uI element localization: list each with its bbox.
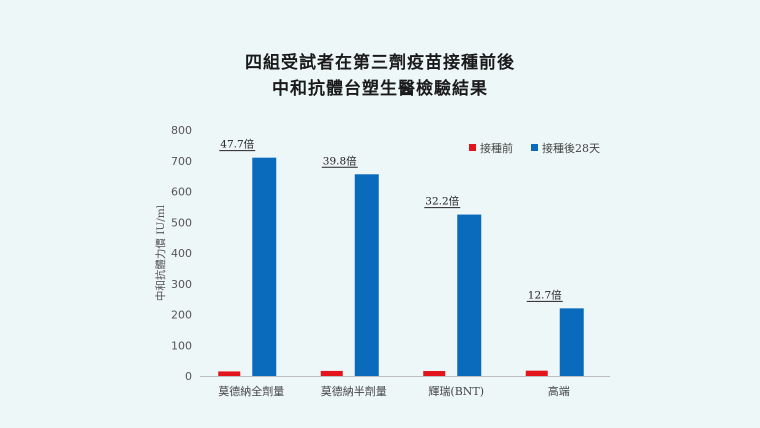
bar-after-0 bbox=[252, 157, 277, 376]
y-tick-label: 600 bbox=[171, 186, 192, 199]
x-tick-label: 輝瑞(BNT) bbox=[428, 384, 484, 398]
y-tick-label: 0 bbox=[185, 370, 192, 383]
y-tick-label: 500 bbox=[171, 216, 192, 229]
y-tick-label: 700 bbox=[171, 155, 192, 168]
y-tick-label: 200 bbox=[171, 309, 192, 322]
bar-after-2 bbox=[457, 214, 482, 376]
bar-after-3 bbox=[559, 308, 584, 376]
fold-annotation: 32.2倍 bbox=[425, 195, 459, 208]
y-tick-label: 800 bbox=[171, 124, 192, 137]
chart-title-line-1: 四組受試者在第三劑疫苗接種前後 bbox=[245, 53, 515, 73]
fold-annotation: 39.8倍 bbox=[323, 154, 357, 167]
bar-before-3 bbox=[525, 370, 548, 376]
x-tick-label: 莫德納全劑量 bbox=[218, 384, 284, 398]
bar-before-2 bbox=[423, 370, 446, 376]
x-tick-label: 莫德納半劑量 bbox=[321, 384, 387, 398]
legend-label-1: 接種後28天 bbox=[542, 141, 600, 155]
legend-swatch-1 bbox=[531, 144, 538, 151]
y-tick-label: 400 bbox=[171, 247, 192, 260]
fold-annotation: 12.7倍 bbox=[528, 288, 562, 301]
bar-after-1 bbox=[354, 174, 379, 376]
bar-before-0 bbox=[218, 371, 241, 376]
y-tick-label: 100 bbox=[171, 339, 192, 352]
x-tick-label: 高端 bbox=[548, 384, 570, 398]
fold-annotation: 47.7倍 bbox=[220, 138, 254, 151]
y-tick-label: 300 bbox=[171, 278, 192, 291]
legend-swatch-0 bbox=[469, 144, 476, 151]
bar-before-1 bbox=[320, 370, 343, 376]
chart-title-line-2: 中和抗體台塑生醫檢驗結果 bbox=[272, 79, 488, 99]
legend-label-0: 接種前 bbox=[480, 141, 513, 155]
y-axis-label: 中和抗體力價 IU/ml bbox=[154, 204, 167, 301]
